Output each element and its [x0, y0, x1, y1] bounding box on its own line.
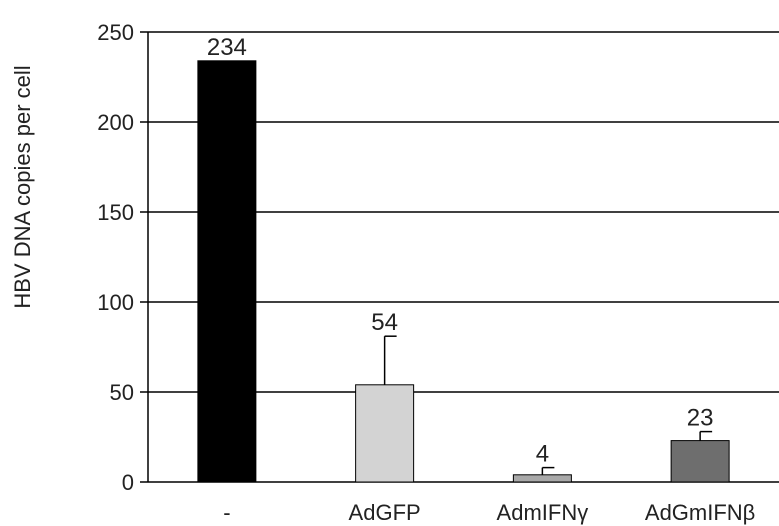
bar [355, 384, 415, 483]
y-tick-labels: 0 50 100 150 200 250 [97, 20, 134, 495]
category-label: - [223, 500, 230, 525]
data-label: 54 [371, 309, 398, 336]
y-axis [140, 31, 149, 483]
data-label: 234 [207, 34, 247, 61]
category-labels: - AdGFP AdmIFNγ AdGmIFNβ [223, 500, 755, 525]
bars [197, 60, 730, 483]
y-tick-label: 0 [122, 470, 134, 495]
y-tick-label: 50 [110, 380, 134, 405]
data-label: 4 [536, 441, 549, 468]
data-label: 23 [687, 405, 714, 432]
category-label: AdmIFNγ [497, 500, 589, 525]
bar [670, 440, 730, 483]
bar [512, 474, 572, 483]
y-tick-label: 100 [97, 290, 134, 315]
category-label: AdGFP [349, 500, 421, 525]
error-bars [383, 335, 713, 475]
bar [197, 60, 257, 483]
data-labels: 234 54 4 23 [207, 34, 714, 468]
y-axis-label: HBV DNA copies per cell [10, 65, 35, 308]
y-tick-label: 200 [97, 110, 134, 135]
y-tick-label: 150 [97, 200, 134, 225]
category-label: AdGmIFNβ [645, 500, 755, 525]
y-tick-label: 250 [97, 20, 134, 45]
